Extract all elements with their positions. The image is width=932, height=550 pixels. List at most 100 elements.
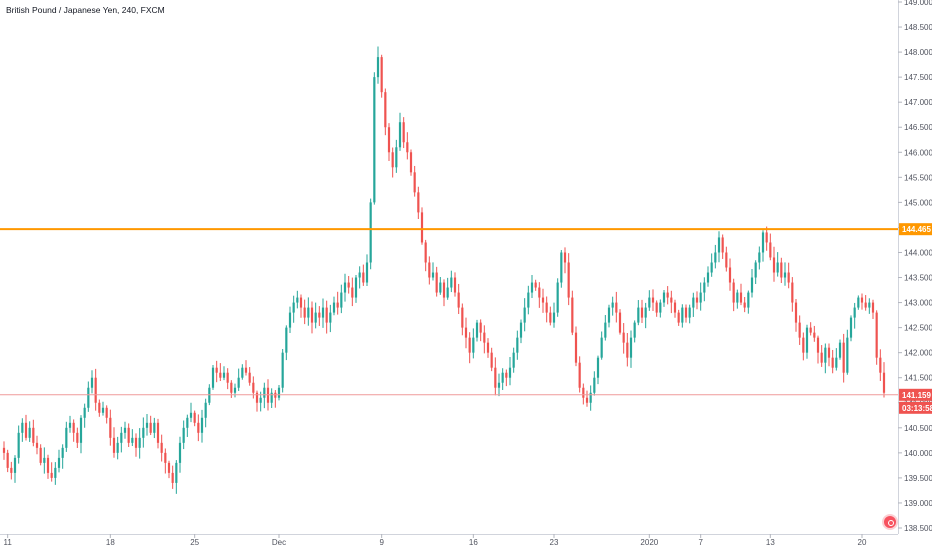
candle-body — [127, 427, 130, 443]
time-tick-label: Dec — [272, 538, 286, 547]
candle-body — [655, 302, 658, 313]
price-tick-label: 149.000 — [904, 0, 932, 7]
time-tick-label: 2020 — [640, 538, 658, 547]
candle-body — [860, 297, 864, 303]
price-tick-label: 147.000 — [904, 98, 932, 107]
candle-body — [809, 327, 812, 333]
candle-body — [871, 302, 875, 313]
price-tick-label: 141.500 — [904, 374, 932, 383]
candle-body — [244, 367, 248, 373]
candle-body — [512, 352, 515, 368]
candle-body — [794, 302, 798, 323]
candle-body — [270, 392, 273, 403]
candle-body — [824, 347, 827, 363]
price-axis[interactable]: 138.500139.000139.500140.000140.500141.0… — [898, 0, 932, 534]
candle-body — [464, 327, 468, 338]
candle-body — [134, 437, 138, 448]
candle-body — [79, 417, 83, 443]
candle-body — [750, 277, 754, 293]
time-axis[interactable]: 111825Dec9162320207132027Feb — [0, 534, 932, 547]
candle-body — [373, 77, 376, 203]
candle-body — [662, 292, 666, 303]
candle-body — [842, 342, 845, 373]
candle-body — [875, 312, 878, 358]
candle-body — [321, 307, 325, 318]
candle-body — [527, 292, 530, 308]
price-tick-label: 139.500 — [904, 474, 932, 483]
candle-body — [446, 287, 449, 298]
price-tick-label: 148.500 — [904, 23, 932, 32]
candle-body — [65, 427, 68, 448]
candle-body — [200, 417, 204, 433]
candle-body — [523, 307, 526, 323]
candle-body — [226, 372, 229, 383]
candle-body — [450, 277, 453, 288]
price-tick-label: 146.000 — [904, 148, 932, 157]
candle-body — [585, 397, 589, 403]
candle-body — [497, 382, 501, 388]
candle-body — [593, 377, 596, 393]
candle-body — [483, 332, 486, 343]
candle-body — [545, 302, 548, 313]
candle-body — [853, 307, 856, 318]
time-tick-label: 16 — [469, 538, 478, 547]
price-tick-label: 147.500 — [904, 73, 932, 82]
candles — [2, 46, 886, 494]
candle-body — [468, 337, 471, 353]
candle-body — [2, 447, 6, 453]
candle-body — [475, 322, 479, 338]
candle-body — [835, 357, 838, 368]
candle-body — [611, 302, 614, 308]
candle-body — [780, 262, 783, 278]
price-tick-label: 145.500 — [904, 173, 932, 182]
candle-body — [882, 372, 886, 393]
candle-body — [864, 302, 867, 308]
candle-body — [395, 147, 398, 168]
price-tick-label: 145.000 — [904, 198, 932, 207]
candle-body — [233, 387, 237, 393]
candle-body — [68, 422, 72, 428]
candle-body — [567, 262, 570, 298]
candle-body — [626, 342, 629, 358]
candle-body — [431, 272, 435, 278]
candle-body — [629, 337, 633, 358]
candle-body — [351, 287, 354, 298]
candle-body — [292, 302, 295, 313]
candle-body — [61, 447, 64, 458]
candle-body — [189, 412, 193, 418]
candle-body — [516, 337, 519, 353]
candle-body — [490, 352, 493, 368]
candle-body — [13, 457, 17, 473]
candle-body — [494, 367, 497, 388]
candle-body — [607, 307, 611, 323]
candle-body — [43, 457, 46, 463]
candle-body — [846, 337, 849, 373]
candle-body — [703, 282, 706, 293]
candle-body — [285, 327, 288, 353]
price-tick-label: 144.000 — [904, 248, 932, 257]
price-tick-label: 142.500 — [904, 324, 932, 333]
candle-body — [728, 267, 732, 283]
candle-body — [303, 307, 306, 318]
candle-body — [299, 297, 303, 308]
candle-body — [508, 367, 512, 378]
candle-body — [204, 402, 207, 418]
candle-body — [519, 322, 523, 338]
logo-icon[interactable] — [882, 514, 898, 530]
resistance-price-label: 144.465 — [902, 225, 931, 234]
candle-body — [167, 462, 171, 473]
candle-body — [138, 437, 141, 448]
candle-body — [46, 457, 50, 473]
candle-body — [556, 282, 559, 313]
candle-body — [24, 422, 28, 438]
candle-body — [560, 252, 563, 283]
candle-body — [332, 302, 336, 313]
candle-body — [673, 302, 677, 313]
price-tick-label: 138.500 — [904, 524, 932, 533]
candle-body — [35, 442, 39, 448]
candle-body — [530, 282, 534, 293]
candle-body — [296, 297, 299, 303]
candle-body — [252, 382, 255, 393]
candle-body — [838, 342, 842, 358]
